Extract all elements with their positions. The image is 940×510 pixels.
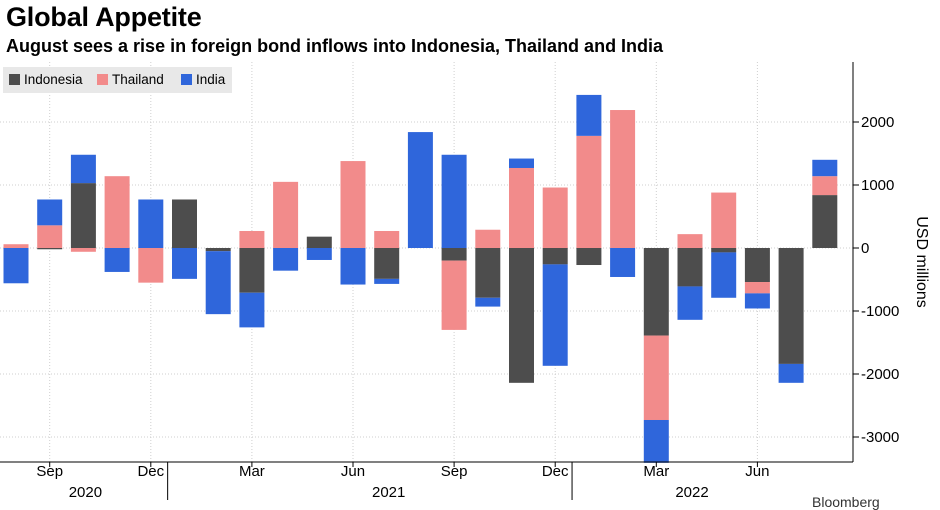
- legend-swatch-indonesia: [9, 74, 20, 85]
- x-tick-label: Sep: [36, 463, 63, 480]
- bar-thailand: [475, 229, 501, 248]
- y-tick-label: -1000: [861, 303, 899, 320]
- y-axis-title: USD millions: [913, 216, 930, 308]
- bar-india: [441, 154, 467, 248]
- bar-india: [610, 248, 636, 277]
- bar-india: [407, 132, 433, 248]
- bar-thailand: [744, 282, 770, 294]
- y-tick-label: 0: [861, 240, 869, 257]
- bar-thailand: [711, 192, 737, 248]
- x-tick-label: Dec: [542, 463, 569, 480]
- bar-india: [374, 278, 400, 284]
- bar-indonesia: [374, 248, 400, 279]
- bar-india: [744, 293, 770, 309]
- bar-thailand: [610, 110, 636, 248]
- bar-thailand: [273, 181, 299, 248]
- y-tick-label: -3000: [861, 429, 899, 446]
- bar-thailand: [340, 161, 366, 248]
- bar-indonesia: [711, 248, 737, 253]
- legend-swatch-thailand: [97, 74, 108, 85]
- bar-thailand: [104, 176, 130, 248]
- bar-india: [576, 94, 602, 136]
- x-tick-label: Mar: [643, 463, 669, 480]
- bar-india: [542, 264, 568, 366]
- legend: Indonesia Thailand India: [3, 67, 232, 93]
- y-tick-label: -2000: [861, 366, 899, 383]
- bar-india: [3, 248, 29, 284]
- x-year-label: 2021: [372, 484, 405, 501]
- y-tick-label: 2000: [861, 114, 894, 131]
- bar-indonesia: [306, 236, 332, 248]
- x-tick-label: Jun: [341, 463, 365, 480]
- legend-swatch-india: [181, 74, 192, 85]
- bar-india: [340, 248, 366, 285]
- bar-india: [70, 154, 96, 184]
- bar-india: [138, 199, 164, 248]
- bar-thailand: [441, 260, 467, 330]
- bar-indonesia: [677, 248, 703, 287]
- bar-india: [812, 159, 838, 177]
- bar-thailand: [374, 230, 400, 248]
- bar-thailand: [70, 248, 96, 252]
- legend-item-india: India: [181, 72, 225, 87]
- bar-india: [37, 199, 63, 226]
- bar-thailand: [3, 244, 29, 248]
- bar-indonesia: [509, 248, 534, 383]
- bar-india: [239, 292, 265, 328]
- bar-india: [711, 252, 737, 298]
- bar-indonesia: [205, 248, 231, 252]
- bar-indonesia: [744, 248, 770, 283]
- chart-title: Global Appetite: [6, 2, 202, 32]
- source-footer: Bloomberg: [812, 494, 880, 510]
- y-tick-label: 1000: [861, 177, 894, 194]
- legend-label-india: India: [196, 72, 226, 87]
- bar-indonesia: [643, 248, 669, 336]
- bar-thailand: [542, 187, 568, 248]
- x-year-label: 2020: [69, 484, 102, 501]
- bar-indonesia: [475, 248, 501, 298]
- bar-india: [509, 158, 534, 168]
- x-tick-label: Jun: [745, 463, 769, 480]
- legend-label-thailand: Thailand: [112, 72, 164, 87]
- bar-india: [778, 363, 804, 383]
- bar-thailand: [509, 167, 534, 248]
- bar-thailand: [677, 234, 703, 248]
- bar-thailand: [812, 176, 838, 196]
- bar-thailand: [37, 225, 63, 248]
- x-tick-label: Mar: [239, 463, 265, 480]
- bar-indonesia: [70, 183, 96, 248]
- bar-india: [306, 248, 332, 260]
- bar-indonesia: [37, 248, 63, 250]
- legend-item-indonesia: Indonesia: [9, 72, 83, 87]
- bar-india: [643, 419, 669, 463]
- bar-thailand: [576, 135, 602, 248]
- axes: 2000 1000 0 -1000 -2000 -3000 Sep Dec Mar Jun Sep D…: [0, 62, 930, 501]
- legend-label-indonesia: Indonesia: [24, 72, 83, 87]
- bar-india: [205, 251, 231, 315]
- legend-item-thailand: Thailand: [97, 72, 164, 87]
- bar-india: [475, 297, 501, 307]
- bar-india: [104, 248, 130, 272]
- bar-indonesia: [576, 248, 602, 266]
- x-tick-label: Sep: [441, 463, 468, 480]
- bar-india: [172, 248, 197, 279]
- x-year-label: 2022: [675, 484, 708, 501]
- bar-thailand: [643, 335, 669, 420]
- bar-indonesia: [542, 248, 568, 265]
- bar-thailand: [239, 230, 265, 248]
- bar-india: [273, 248, 299, 271]
- bar-indonesia: [172, 199, 197, 248]
- bar-indonesia: [441, 248, 467, 261]
- bar-indonesia: [778, 248, 804, 364]
- bars: [3, 94, 838, 463]
- bar-thailand: [138, 248, 164, 283]
- bar-indonesia: [239, 248, 265, 293]
- chart-subtitle: August sees a rise in foreign bond inflo…: [6, 36, 664, 56]
- bar-indonesia: [812, 195, 838, 248]
- x-tick-label: Dec: [137, 463, 164, 480]
- bar-india: [677, 286, 703, 320]
